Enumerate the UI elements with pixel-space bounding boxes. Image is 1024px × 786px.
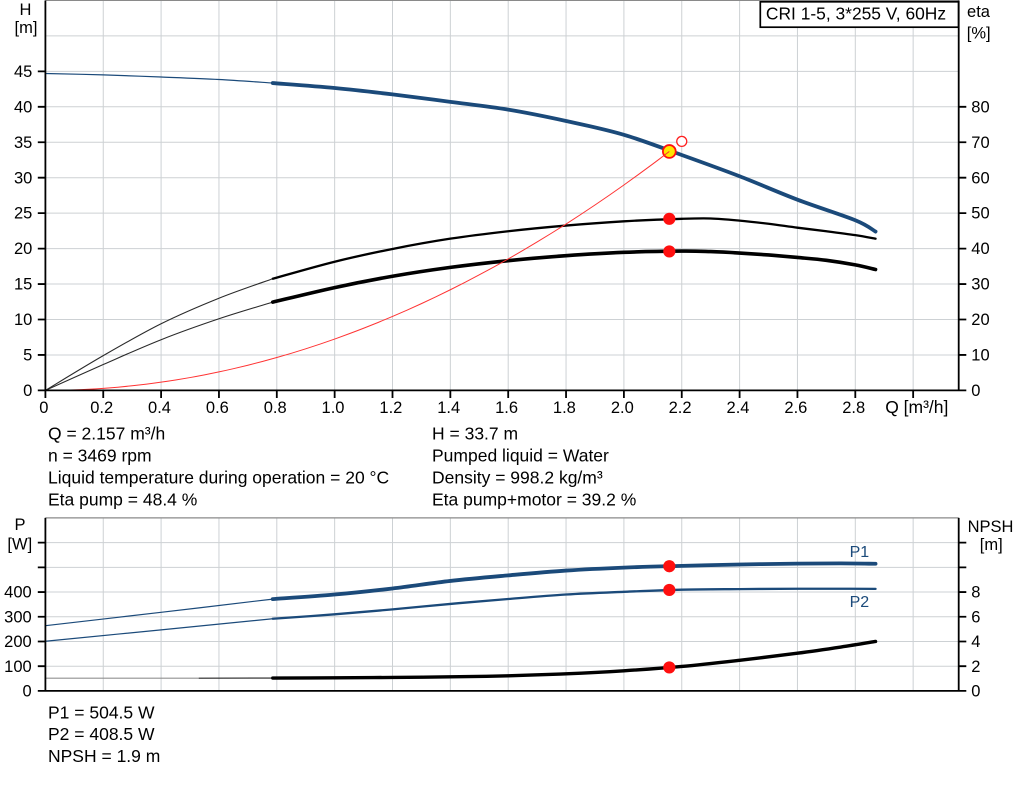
svg-text:Eta pump+motor = 39.2 %: Eta pump+motor = 39.2 % [432, 490, 636, 510]
svg-text:NPSH = 1.9 m: NPSH = 1.9 m [48, 746, 160, 766]
svg-text:50: 50 [971, 205, 989, 223]
svg-text:2.2: 2.2 [669, 399, 692, 417]
svg-text:2.0: 2.0 [611, 399, 634, 417]
svg-text:CRI 1-5, 3*255 V, 60Hz: CRI 1-5, 3*255 V, 60Hz [766, 4, 946, 24]
svg-text:0: 0 [23, 683, 32, 701]
svg-text:NPSH: NPSH [968, 518, 1014, 536]
svg-text:1.0: 1.0 [322, 399, 345, 417]
svg-text:100: 100 [4, 658, 32, 676]
svg-text:[%]: [%] [967, 25, 991, 43]
svg-text:0.6: 0.6 [206, 399, 229, 417]
svg-text:2.8: 2.8 [842, 399, 865, 417]
svg-text:Pumped liquid = Water: Pumped liquid = Water [432, 445, 609, 465]
svg-text:60: 60 [971, 169, 989, 187]
svg-text:P: P [14, 516, 25, 534]
svg-text:0.2: 0.2 [90, 399, 113, 417]
svg-text:Eta pump = 48.4 %: Eta pump = 48.4 % [48, 490, 197, 510]
svg-text:0.4: 0.4 [148, 399, 171, 417]
svg-text:45: 45 [14, 63, 32, 81]
svg-text:300: 300 [4, 608, 32, 626]
svg-text:20: 20 [971, 311, 989, 329]
svg-text:0: 0 [971, 683, 980, 701]
svg-text:80: 80 [971, 98, 989, 116]
svg-text:1.2: 1.2 [379, 399, 402, 417]
svg-text:Density = 998.2 kg/m³: Density = 998.2 kg/m³ [432, 468, 603, 488]
svg-text:0: 0 [39, 399, 48, 417]
svg-text:H = 33.7 m: H = 33.7 m [432, 423, 518, 443]
svg-text:30: 30 [14, 169, 32, 187]
svg-text:[W]: [W] [7, 535, 32, 553]
svg-text:20: 20 [14, 240, 32, 258]
svg-text:15: 15 [14, 276, 32, 294]
svg-text:200: 200 [4, 633, 32, 651]
svg-text:4: 4 [971, 633, 980, 651]
svg-text:P2: P2 [850, 594, 870, 611]
svg-text:Q = 2.157 m³/h: Q = 2.157 m³/h [48, 423, 165, 443]
svg-text:Liquid temperature during oper: Liquid temperature during operation = 20… [48, 468, 389, 488]
svg-text:1.8: 1.8 [553, 399, 576, 417]
svg-text:[m]: [m] [15, 19, 38, 37]
svg-text:P1 = 504.5 W: P1 = 504.5 W [48, 703, 155, 723]
svg-text:[m]: [m] [980, 536, 1003, 554]
svg-text:2.6: 2.6 [784, 399, 807, 417]
svg-text:n = 3469 rpm: n = 3469 rpm [48, 445, 152, 465]
svg-text:P1: P1 [850, 544, 870, 561]
svg-text:400: 400 [4, 584, 32, 602]
svg-text:0: 0 [971, 382, 980, 400]
svg-text:2: 2 [971, 658, 980, 676]
svg-text:70: 70 [971, 134, 989, 152]
svg-text:0: 0 [23, 382, 32, 400]
svg-text:10: 10 [971, 347, 989, 365]
svg-text:5: 5 [23, 347, 32, 365]
svg-text:2.4: 2.4 [727, 399, 750, 417]
svg-text:25: 25 [14, 205, 32, 223]
svg-text:P2 = 408.5 W: P2 = 408.5 W [48, 724, 155, 744]
svg-text:eta: eta [967, 3, 991, 21]
svg-text:H: H [20, 1, 32, 19]
svg-text:1.6: 1.6 [495, 399, 518, 417]
svg-text:0.8: 0.8 [264, 399, 287, 417]
svg-text:1.4: 1.4 [437, 399, 460, 417]
svg-text:40: 40 [971, 240, 989, 258]
svg-text:40: 40 [14, 98, 32, 116]
svg-text:10: 10 [14, 311, 32, 329]
svg-text:8: 8 [971, 584, 980, 602]
svg-text:6: 6 [971, 608, 980, 626]
svg-text:35: 35 [14, 134, 32, 152]
svg-text:30: 30 [971, 276, 989, 294]
svg-text:Q [m³/h]: Q [m³/h] [885, 397, 948, 417]
